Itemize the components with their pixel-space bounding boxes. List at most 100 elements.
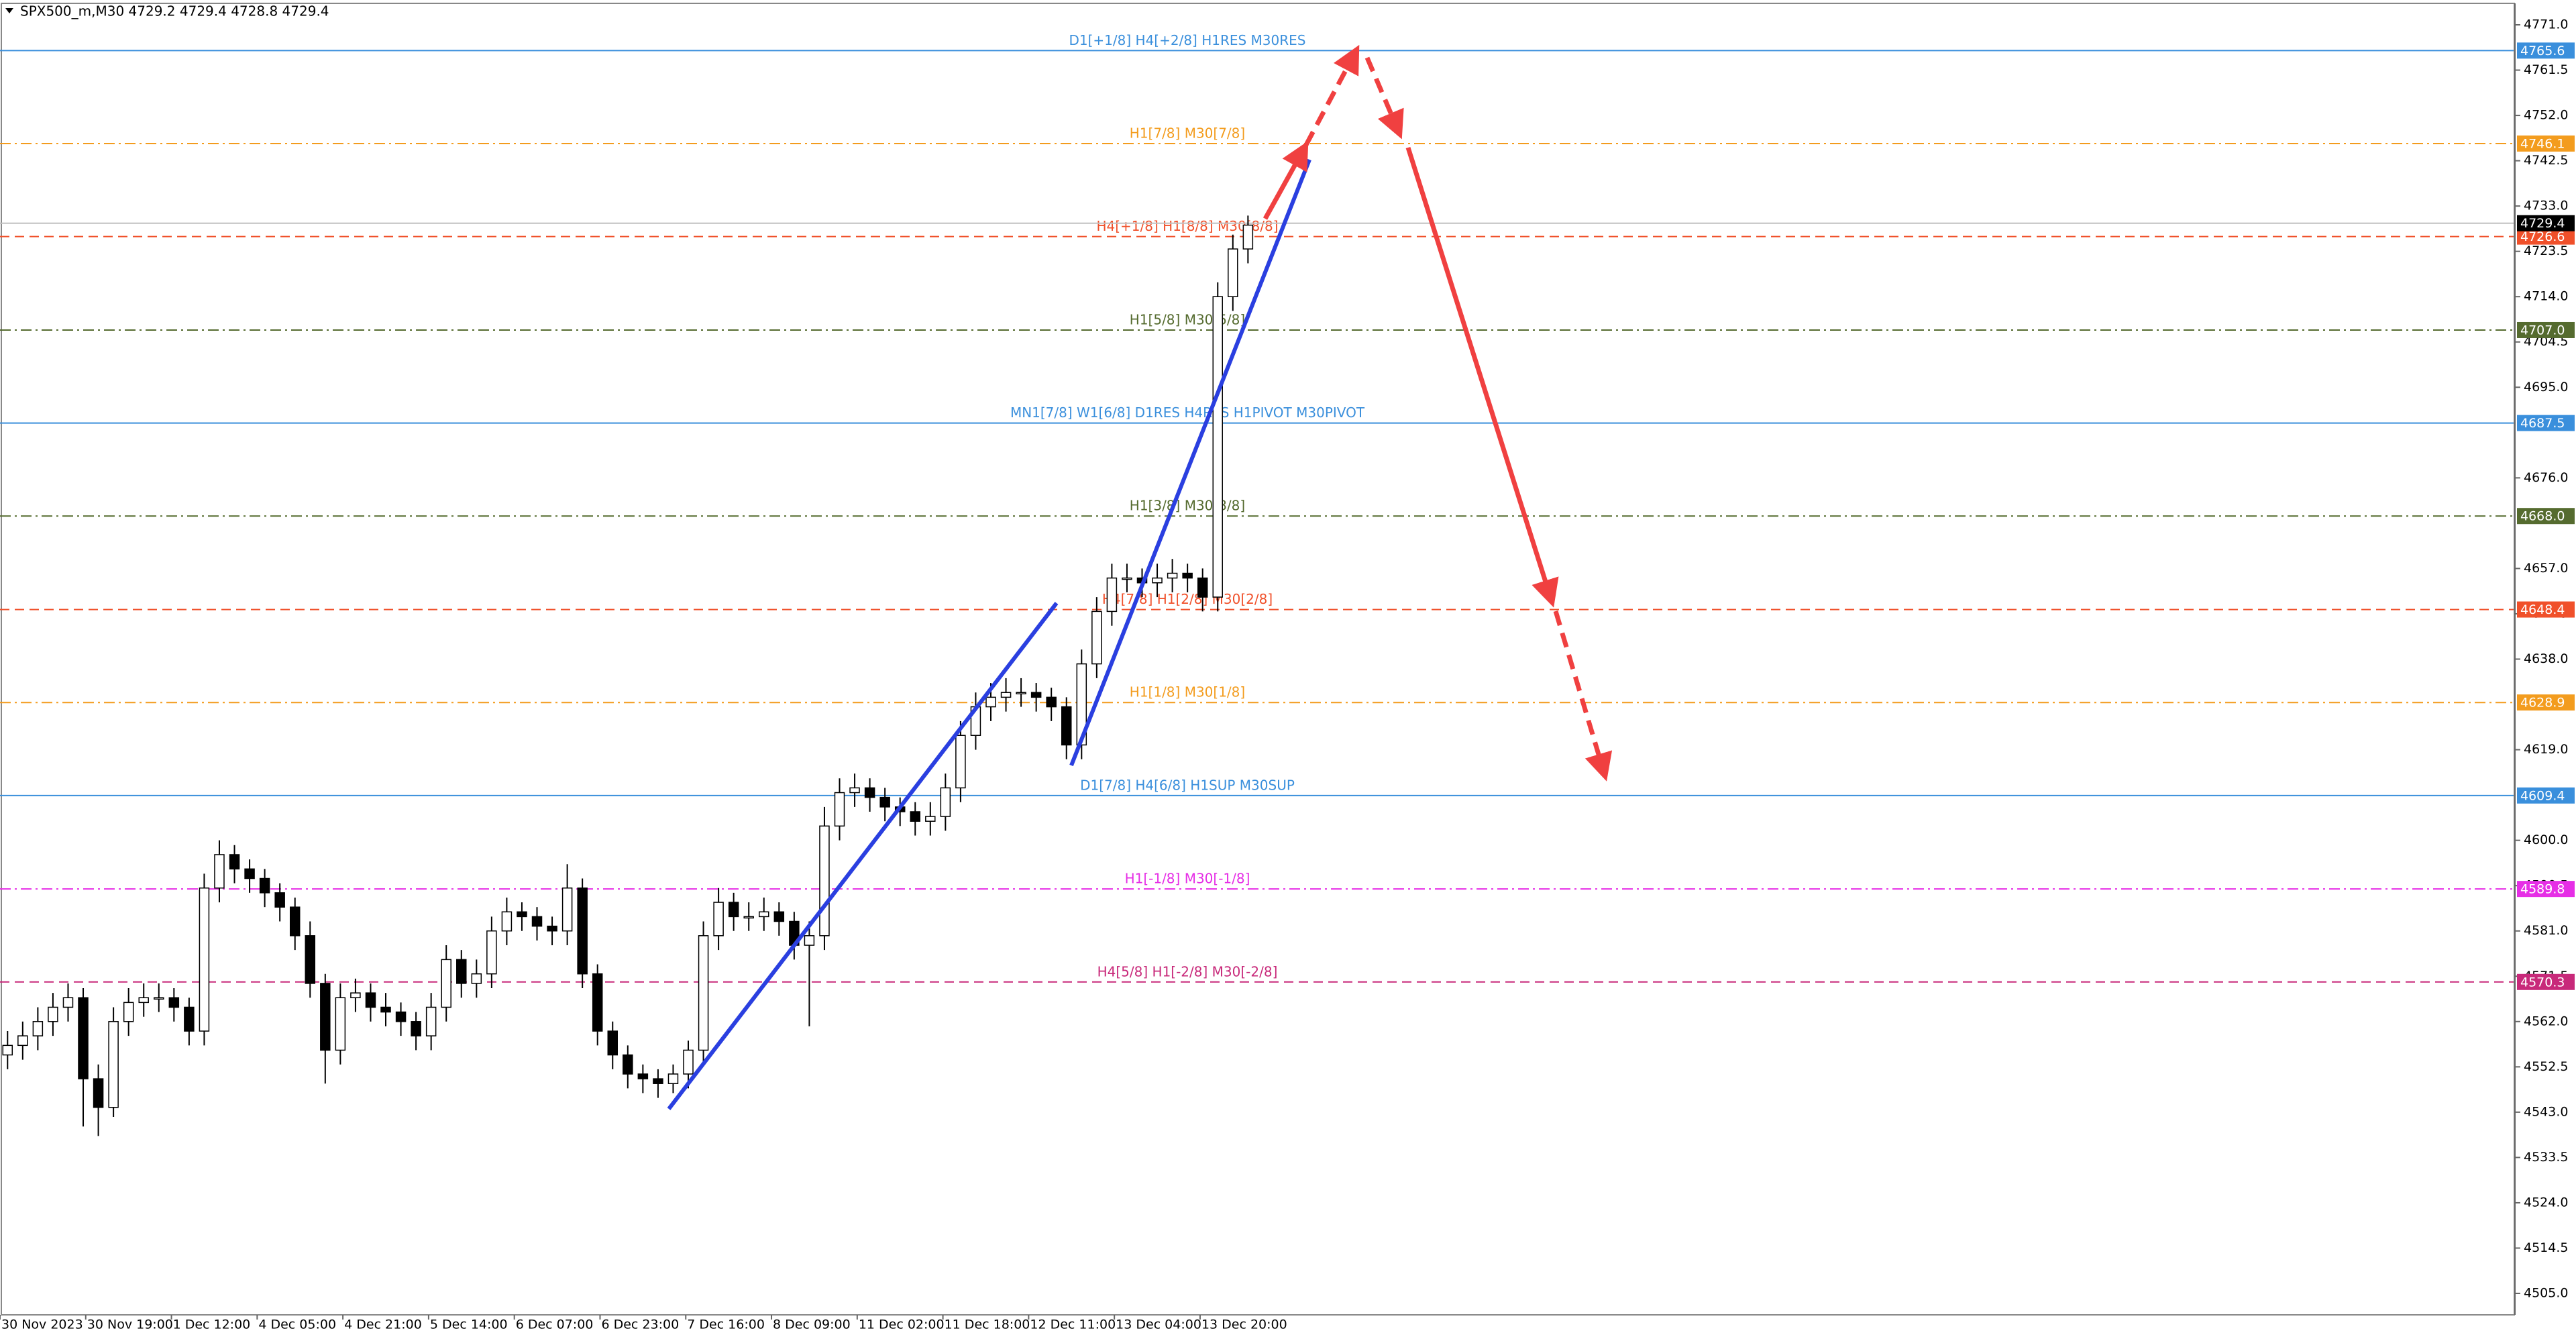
forecast-arrow: [1303, 44, 1360, 146]
candle-body: [985, 696, 996, 708]
level-label: H4[5/8] H1[-2/8] M30[-2/8]: [1097, 963, 1278, 979]
candle-body: [335, 997, 346, 1051]
candle-body: [1030, 692, 1042, 698]
candle-body: [425, 1006, 437, 1036]
candle-body: [17, 1035, 28, 1047]
price-badge-label: 4570.3: [2520, 975, 2565, 989]
forecast-arrow: [1263, 140, 1309, 220]
y-tick-label: 4714.0: [2524, 289, 2568, 304]
candle-body: [1000, 692, 1012, 698]
candle-body: [350, 992, 361, 998]
y-tick-label: 4771.0: [2524, 17, 2568, 32]
chart-title: SPX500_m,M30 4729.2 4729.4 4728.8 4729.4: [20, 3, 329, 19]
y-tick-label: 4723.5: [2524, 244, 2568, 258]
candle-body: [289, 906, 301, 936]
level-label: H1[-1/8] M30[-1/8]: [1125, 871, 1250, 887]
candle-body: [698, 935, 709, 1051]
x-tick-label: 6 Dec 23:00: [601, 1318, 679, 1332]
price-badge-label: 4609.4: [2520, 788, 2565, 803]
candle-body: [910, 811, 921, 822]
candle-body: [819, 825, 830, 936]
y-tick-label: 4581.0: [2524, 923, 2568, 938]
candle-body: [667, 1073, 679, 1084]
candle-body: [1122, 577, 1132, 580]
candle-body: [154, 997, 164, 1000]
candle-body: [1091, 610, 1102, 665]
x-tick-label: 1 Dec 12:00: [173, 1318, 251, 1332]
price-badge-label: 4589.8: [2520, 882, 2565, 897]
forecast-arrow: [1405, 146, 1559, 608]
x-tick-label: 13 Dec 20:00: [1201, 1318, 1287, 1332]
x-tick-label: 12 Dec 11:00: [1030, 1318, 1116, 1332]
drawings: [667, 44, 1613, 1110]
price-badge: [2517, 415, 2575, 431]
candle-body: [229, 854, 240, 870]
candle-body: [411, 1021, 421, 1036]
candle-body: [607, 1030, 619, 1056]
candle-body: [1061, 706, 1072, 746]
candle-body: [274, 892, 285, 908]
candle-body: [199, 887, 210, 1032]
candle-body: [395, 1011, 407, 1022]
price-badge: [2517, 321, 2575, 338]
candle-body: [925, 816, 936, 822]
candle-body: [517, 911, 527, 918]
price-badge: [2517, 973, 2575, 990]
x-tick-label: 4 Dec 05:00: [258, 1318, 336, 1332]
y-tick-label: 4514.5: [2524, 1240, 2568, 1255]
price-badge-label: 4628.9: [2520, 696, 2565, 710]
candle-body: [1242, 224, 1254, 250]
candle-body: [834, 792, 845, 827]
candle-body: [2, 1045, 13, 1056]
candle-body: [1228, 248, 1238, 297]
candle-body: [864, 787, 875, 798]
level-label: H1[5/8] M30[5/8]: [1130, 311, 1245, 327]
candle-body: [486, 930, 497, 975]
y-tick-label: 4657.0: [2524, 561, 2568, 576]
y-tick-label: 4638.0: [2524, 651, 2568, 666]
candle-body: [184, 1006, 195, 1032]
candle-body: [849, 787, 860, 794]
candle-body: [531, 916, 543, 927]
y-tick-label: 4533.5: [2524, 1150, 2568, 1165]
x-tick-label: 11 Dec 02:00: [859, 1318, 945, 1332]
level-label: D1[7/8] H4[6/8] H1SUP M30SUP: [1080, 777, 1295, 793]
y-tick-label: 4761.5: [2524, 62, 2568, 77]
candle-body: [1197, 577, 1208, 598]
current-price-badge: [2517, 215, 2575, 231]
current-price-label: 4729.4: [2520, 216, 2565, 231]
candle-body: [471, 973, 482, 984]
x-tick-label: 13 Dec 04:00: [1116, 1318, 1201, 1332]
candle-body: [879, 796, 890, 808]
candle-body: [940, 787, 951, 817]
price-badge: [2517, 508, 2575, 525]
candle-body: [1076, 663, 1087, 746]
x-tick-label: 30 Nov 19:00: [87, 1318, 173, 1332]
candle-body: [623, 1054, 633, 1075]
price-badge: [2517, 787, 2575, 804]
candle-body: [759, 911, 769, 918]
candle-body: [728, 902, 739, 918]
x-tick-label: 5 Dec 14:00: [430, 1318, 508, 1332]
candle-body: [955, 735, 966, 789]
candle-body: [547, 925, 557, 932]
y-tick-label: 4600.0: [2524, 833, 2568, 847]
y-tick-label: 4733.0: [2524, 199, 2568, 213]
level-label: H1[3/8] M30[3/8]: [1130, 498, 1245, 514]
candle-body: [1046, 696, 1057, 708]
candle-body: [62, 997, 74, 1008]
level-label: H1[7/8] M30[7/8]: [1130, 125, 1245, 142]
menu-icon[interactable]: [5, 8, 13, 13]
price-badge: [2517, 601, 2575, 618]
y-tick-label: 4543.0: [2524, 1104, 2568, 1119]
candle-body: [713, 902, 724, 936]
price-badge-label: 4765.6: [2520, 44, 2565, 58]
x-tick-label: 4 Dec 21:00: [344, 1318, 422, 1332]
candle-body: [1106, 577, 1118, 612]
price-badge: [2517, 694, 2575, 711]
candle-body: [123, 1002, 134, 1022]
candle-body: [48, 1006, 58, 1022]
